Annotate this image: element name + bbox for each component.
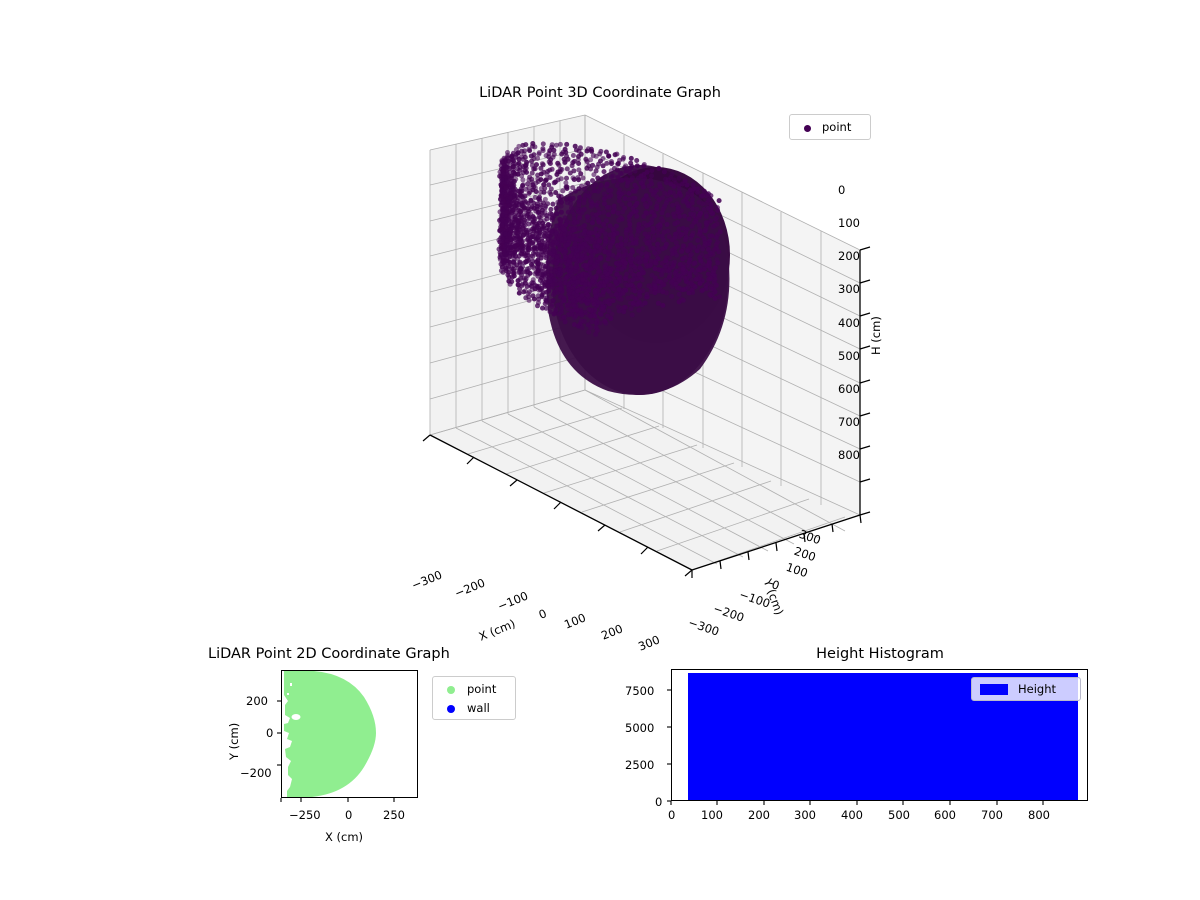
htick-3d-7: 700 [838,415,860,429]
xaxis-label-2d: X (cm) [325,830,364,844]
notch-2d-c [290,683,292,686]
xtick-hist-8: 800 [1028,808,1050,822]
xtick-hist-6: 600 [934,808,956,822]
xtick-hist-4: 400 [841,808,863,822]
xtick-hist-0: 0 [668,808,676,822]
ytick-hist-2: 5000 [625,721,655,735]
legend-label-point-2d: point [467,682,497,696]
xticks-3d [422,434,693,577]
xtick-hist-7: 700 [981,808,1003,822]
xtick-2d-1: 0 [345,808,353,822]
legend-label-height: Height [1018,682,1057,696]
htick-3d-2: 200 [838,249,860,263]
hist-tickmarks [667,689,1044,805]
plot2d-canvas [284,671,376,797]
legend-marker-point-icon [804,125,811,132]
htick-3d-6: 600 [838,382,860,396]
plot2d-axes[interactable] [281,670,418,798]
yaxis-label-2d: Y (cm) [227,722,241,760]
hist-title: Height Histogram [816,646,944,662]
plot2d-tickmarks [277,700,395,802]
ytick-hist-3: 7500 [625,684,655,698]
point-region-2d [284,671,376,797]
htick-3d-3: 300 [838,282,860,296]
legend-swatch-height-icon [980,684,1008,695]
pane-floor [430,390,860,570]
notch-2d-a [291,714,301,720]
cloud-sparse-dots [496,141,723,337]
yticks-3d [691,514,862,578]
hticks-3d [859,246,871,516]
legend-label-point: point [822,120,852,134]
ytick-2d-0: 200 [246,694,268,708]
legend-marker-wall-icon-2d [447,705,455,713]
ytick-hist-0: 0 [655,795,663,809]
legend-marker-point-icon-2d [447,686,455,694]
xtick-hist-3: 300 [794,808,816,822]
notch-2d-b [287,724,295,732]
ytick-2d-2: −200 [240,766,272,780]
plot3d-title: LiDAR Point 3D Coordinate Graph [479,85,721,101]
plot3d-legend[interactable]: point [789,114,871,140]
legend-label-wall-2d: wall [467,701,490,715]
htick-3d-5: 500 [838,349,860,363]
ytick-2d-1: 0 [266,726,274,740]
htick-3d-4: 400 [838,316,860,330]
haxis-label-3d: H (cm) [869,316,883,355]
plot2d-title: LiDAR Point 2D Coordinate Graph [208,646,450,662]
hist-legend[interactable]: Height [971,677,1081,701]
plot3d-axes[interactable] [300,105,900,665]
notch-2d-d [287,693,289,695]
xtick-2d-2: 250 [383,808,405,822]
xtick-hist-1: 100 [701,808,723,822]
htick-3d-1: 100 [838,216,860,230]
xtick-hist-2: 200 [748,808,770,822]
htick-3d-8: 800 [838,448,860,462]
htick-3d-0: 0 [838,183,846,197]
xtick-2d-0: −250 [289,808,321,822]
plot2d-legend[interactable]: point wall [432,676,516,720]
plot3d-canvas [422,114,871,578]
xtick-hist-5: 500 [888,808,910,822]
point-cloud-3d [496,141,730,395]
ytick-hist-1: 2500 [625,758,655,772]
